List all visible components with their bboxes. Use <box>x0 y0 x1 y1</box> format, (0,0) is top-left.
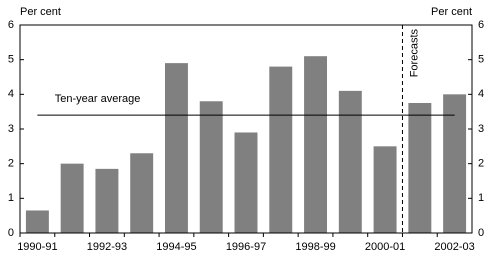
y-tick-label: 4 <box>8 88 14 100</box>
bar <box>60 163 84 233</box>
x-tick-label: 2002-03 <box>434 241 474 253</box>
y2-tick-label: 0 <box>478 227 484 239</box>
x-tick-label: 2000-01 <box>365 241 405 253</box>
y2-tick-label: 1 <box>478 192 484 204</box>
y-tick-label: 2 <box>8 158 14 170</box>
y2-axis-label: Per cent <box>431 6 472 18</box>
y2-tick-label: 6 <box>478 19 484 31</box>
bar <box>130 153 154 233</box>
y2-tick-label: 4 <box>478 88 484 100</box>
bar <box>95 168 119 233</box>
y-tick-label: 6 <box>8 19 14 31</box>
bar <box>338 90 362 233</box>
bar <box>234 132 258 233</box>
y-tick-label: 1 <box>8 192 14 204</box>
y2-tick-label: 2 <box>478 158 484 170</box>
bar <box>199 101 223 234</box>
y-tick-label: 5 <box>8 54 14 66</box>
plot-frame <box>19 24 473 234</box>
bar <box>304 56 328 234</box>
forecast-label: Forecasts <box>408 29 420 78</box>
bar <box>373 146 397 233</box>
x-tick-label: 1990-91 <box>17 241 57 253</box>
x-tick-label: 1996-97 <box>226 241 266 253</box>
x-tick-label: 1992-93 <box>87 241 127 253</box>
average-label: Ten-year average <box>55 93 141 105</box>
y2-tick-label: 3 <box>478 123 484 135</box>
y-axis-label: Per cent <box>20 6 61 18</box>
x-tick-label: 1998-99 <box>295 241 335 253</box>
bar <box>164 63 188 234</box>
bar <box>408 103 432 233</box>
bar <box>25 210 49 233</box>
y-tick-label: 3 <box>8 123 14 135</box>
y2-tick-label: 5 <box>478 54 484 66</box>
y-tick-label: 0 <box>8 227 14 239</box>
bar <box>443 94 467 233</box>
x-tick-label: 1994-95 <box>156 241 196 253</box>
bar <box>269 66 293 233</box>
